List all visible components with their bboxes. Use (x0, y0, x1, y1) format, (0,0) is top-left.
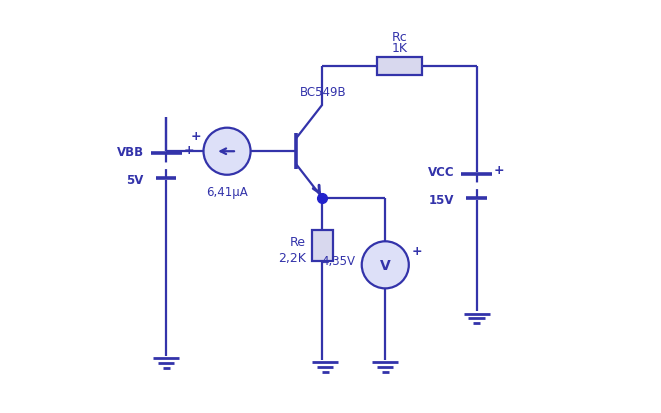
Text: V: V (380, 258, 391, 272)
Text: 15V: 15V (429, 194, 454, 207)
Bar (377, 58, 422, 76)
Text: +: + (494, 164, 504, 177)
Text: VCC: VCC (428, 166, 454, 178)
Text: BC549B: BC549B (300, 86, 347, 99)
Text: 2,2K: 2,2K (278, 252, 306, 265)
Text: +: + (191, 130, 202, 143)
Text: 6,41μA: 6,41μA (206, 185, 248, 198)
Circle shape (362, 242, 408, 289)
Text: 1K: 1K (391, 42, 407, 55)
Text: Rc: Rc (391, 31, 407, 44)
Text: +: + (412, 244, 422, 258)
Text: 4,35V: 4,35V (322, 255, 356, 268)
Circle shape (204, 128, 251, 176)
Text: Re: Re (290, 235, 306, 248)
Bar (312, 231, 332, 261)
Text: +: + (184, 143, 194, 157)
Text: 5V: 5V (126, 174, 144, 187)
Text: VBB: VBB (117, 145, 144, 158)
